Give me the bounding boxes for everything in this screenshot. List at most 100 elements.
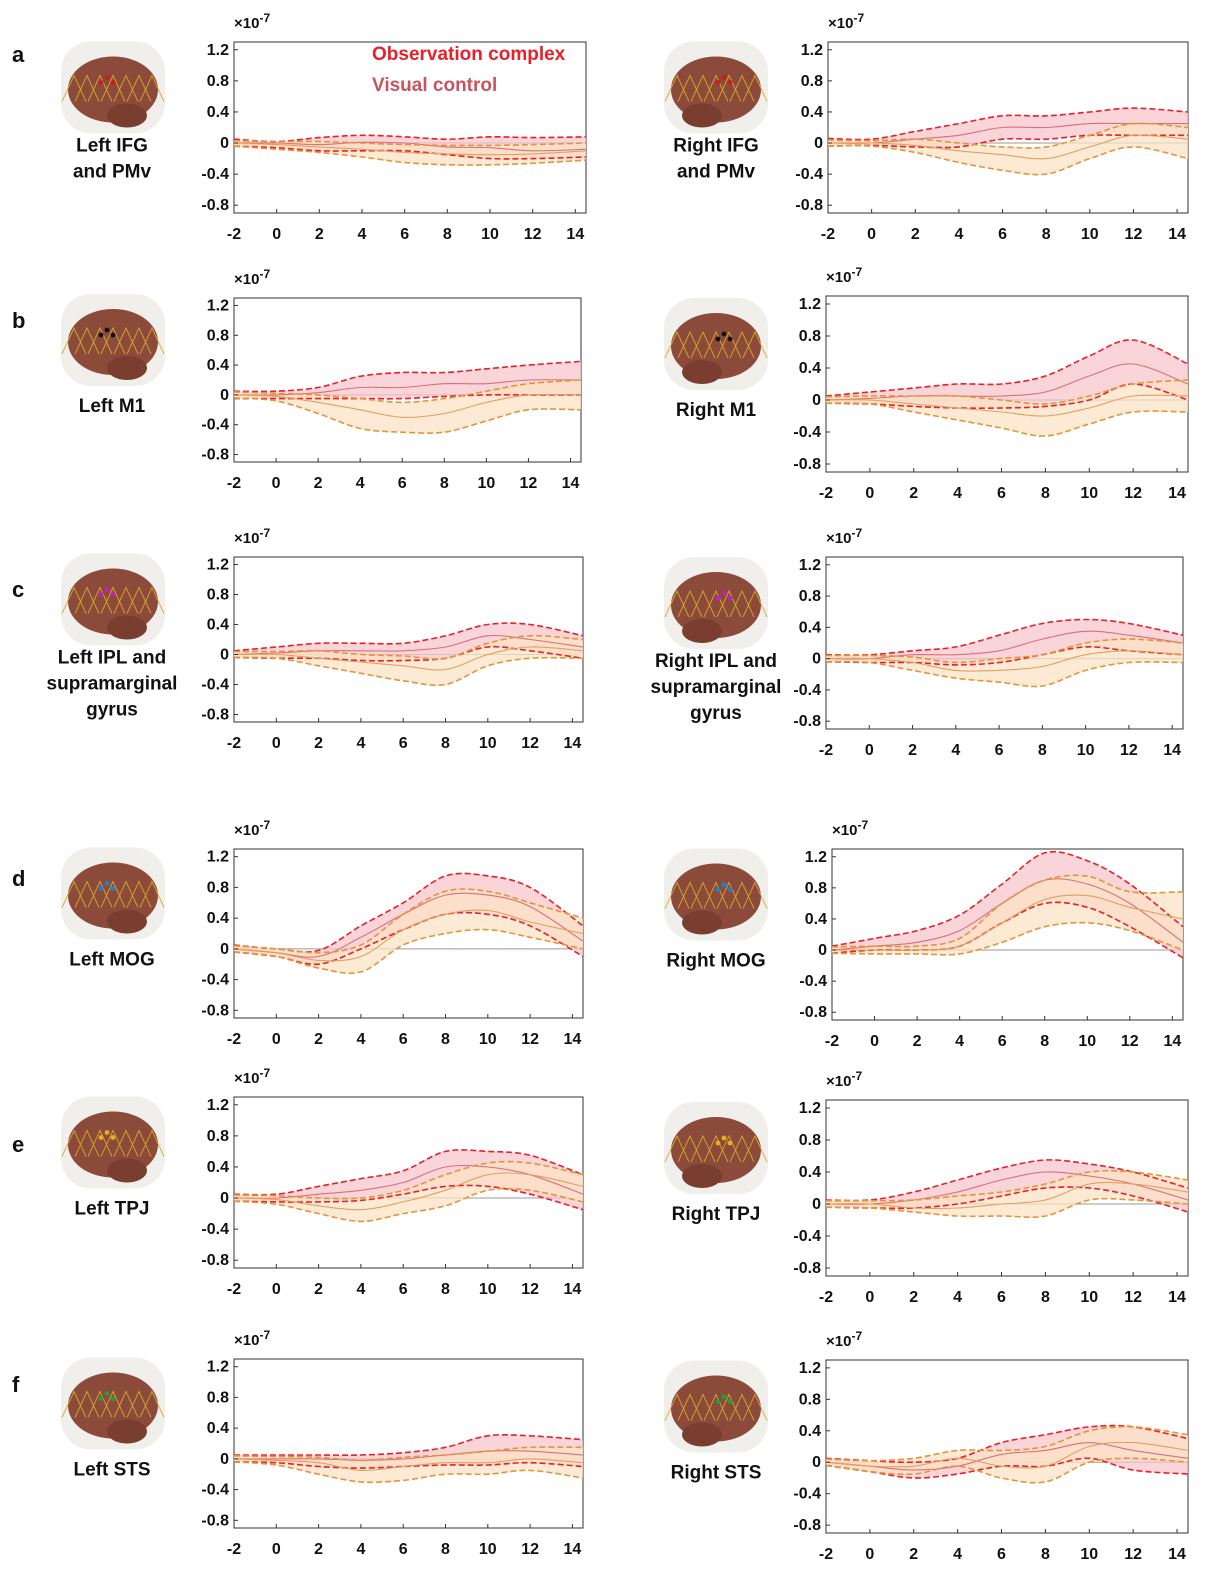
y-tick-label: 0 [220,941,229,958]
ci-band-control [828,123,1188,175]
y-tick-label: -0.4 [201,972,229,989]
ci-upper-control [825,1169,1189,1202]
x-tick-label: -2 [227,1541,241,1558]
mean-line-control [827,134,1189,160]
y-tick-label: -0.8 [795,197,823,214]
cerebellum-icon [107,1158,147,1183]
x-tick-label: 10 [479,1031,497,1048]
brain-thumbnail-7 [664,848,768,941]
x-tick-label: 12 [1120,742,1138,759]
x-tick-label: 0 [867,226,876,243]
channel-dot [104,1391,110,1396]
y-tick-label: 0.4 [801,104,823,121]
y-tick-label: 0.8 [799,1132,821,1149]
x-tick-label: -2 [819,1289,833,1306]
ci-lower-control [825,660,1184,688]
x-tick-label: -2 [227,1281,241,1298]
y-tick-label: 0.8 [207,587,229,604]
channel-dot [104,327,110,333]
chart-panel-d-right: 1.2 0.8 0.4 0 -0.4 -0.8 -2 0 2 4 6 8 10 12 14 ×10-7 Righ… [666,818,1184,1050]
x-tick-label: 0 [272,1281,281,1298]
cerebellum-icon [682,1422,722,1447]
x-tick-label: 12 [521,1281,539,1298]
x-tick-label: 4 [356,1031,365,1048]
mean-line-control [233,646,584,671]
x-tick-label: 8 [1038,742,1047,759]
channel-dot [721,75,727,80]
y-tick-label: -0.4 [795,166,823,183]
x-tick-label: 4 [954,226,963,243]
channel-dot [715,887,721,892]
channel-dot [727,80,733,85]
y-tick-label: -0.4 [201,1482,229,1499]
region-label: Left TPJ [75,1199,150,1220]
y-tick-label: 1.2 [207,297,229,314]
panel-letter: c [12,577,24,602]
region-label: and PMv [677,162,756,183]
axis-exponent-label: ×10-7 [234,11,270,32]
y-tick-label: 0 [814,135,823,152]
channel-grid-overlay [61,74,165,102]
brain-thumbnail-3 [664,298,768,390]
region-label: Right IPL and [655,651,777,672]
x-tick-label: 10 [479,1281,497,1298]
x-tick-label: 14 [564,1541,582,1558]
region-label: and PMv [73,162,152,183]
channel-dot [721,1394,727,1399]
region-label: Left M1 [79,396,146,417]
cerebellum-icon [107,103,147,128]
y-tick-label: 0 [812,392,821,409]
ci-upper-observation [233,360,582,393]
ci-band-control [832,875,1183,955]
x-tick-label: 4 [356,475,365,492]
channel-grid-overlay [664,1134,768,1163]
channel-grid-overlay [61,326,165,355]
y-tick-label: 0.8 [207,73,229,90]
ci-lower-observation [233,145,587,160]
ci-lower-observation [825,383,1189,410]
y-tick-label: 0.4 [207,357,229,374]
channel-dot [727,336,733,342]
y-tick-label: 0 [220,1190,229,1207]
brain-thumbnail-4 [61,553,165,646]
channel-dot [104,1130,110,1135]
x-tick-label: 10 [1077,742,1095,759]
ci-upper-control [233,379,582,404]
mean-line-control [825,1181,1189,1210]
channel-grid-overlay [664,1393,768,1421]
x-tick-label: 8 [441,735,450,752]
panel-letter: d [12,866,25,891]
y-tick-label: 0.8 [805,880,827,897]
channel-dot [98,332,104,338]
channel-dot [715,1399,721,1404]
mean-line-control [233,1172,584,1211]
y-tick-label: 0 [818,942,827,959]
panel-letter: b [12,308,25,333]
x-tick-label: 2 [909,1289,918,1306]
y-tick-label: 0.8 [801,73,823,90]
x-tick-label: 4 [953,1289,962,1306]
y-tick-label: 1.2 [801,42,823,59]
panel-letter: a [12,42,25,67]
y-tick-label: 0.8 [207,1128,229,1145]
x-tick-label: -2 [227,475,241,492]
channel-dot [110,332,116,338]
x-tick-label: 2 [911,226,920,243]
mean-line-observation [825,1442,1189,1471]
channel-dot [715,595,721,601]
x-tick-label: 4 [358,226,367,243]
x-tick-label: 8 [1041,485,1050,502]
chart-panel-f-left: f 1.2 0.8 0.4 0 -0.4 -0.8 -2 0 2 4 6 8 10 12 14 ×10-7 Lef… [12,1328,584,1558]
x-tick-label: 4 [356,1541,365,1558]
cerebellum-icon [107,615,147,640]
chart-panel-b-right: 1.2 0.8 0.4 0 -0.4 -0.8 -2 0 2 4 6 8 10 12 14 ×10-7 Righ… [676,265,1189,502]
channel-dot [110,592,116,597]
y-tick-label: 0.8 [207,1389,229,1406]
ci-lower-observation [825,646,1184,666]
ci-lower-observation [825,1457,1189,1479]
ci-lower-control [827,144,1189,176]
axis-exponent-power: -7 [857,818,868,832]
region-label: gyrus [86,700,138,721]
channel-dot [104,881,110,886]
